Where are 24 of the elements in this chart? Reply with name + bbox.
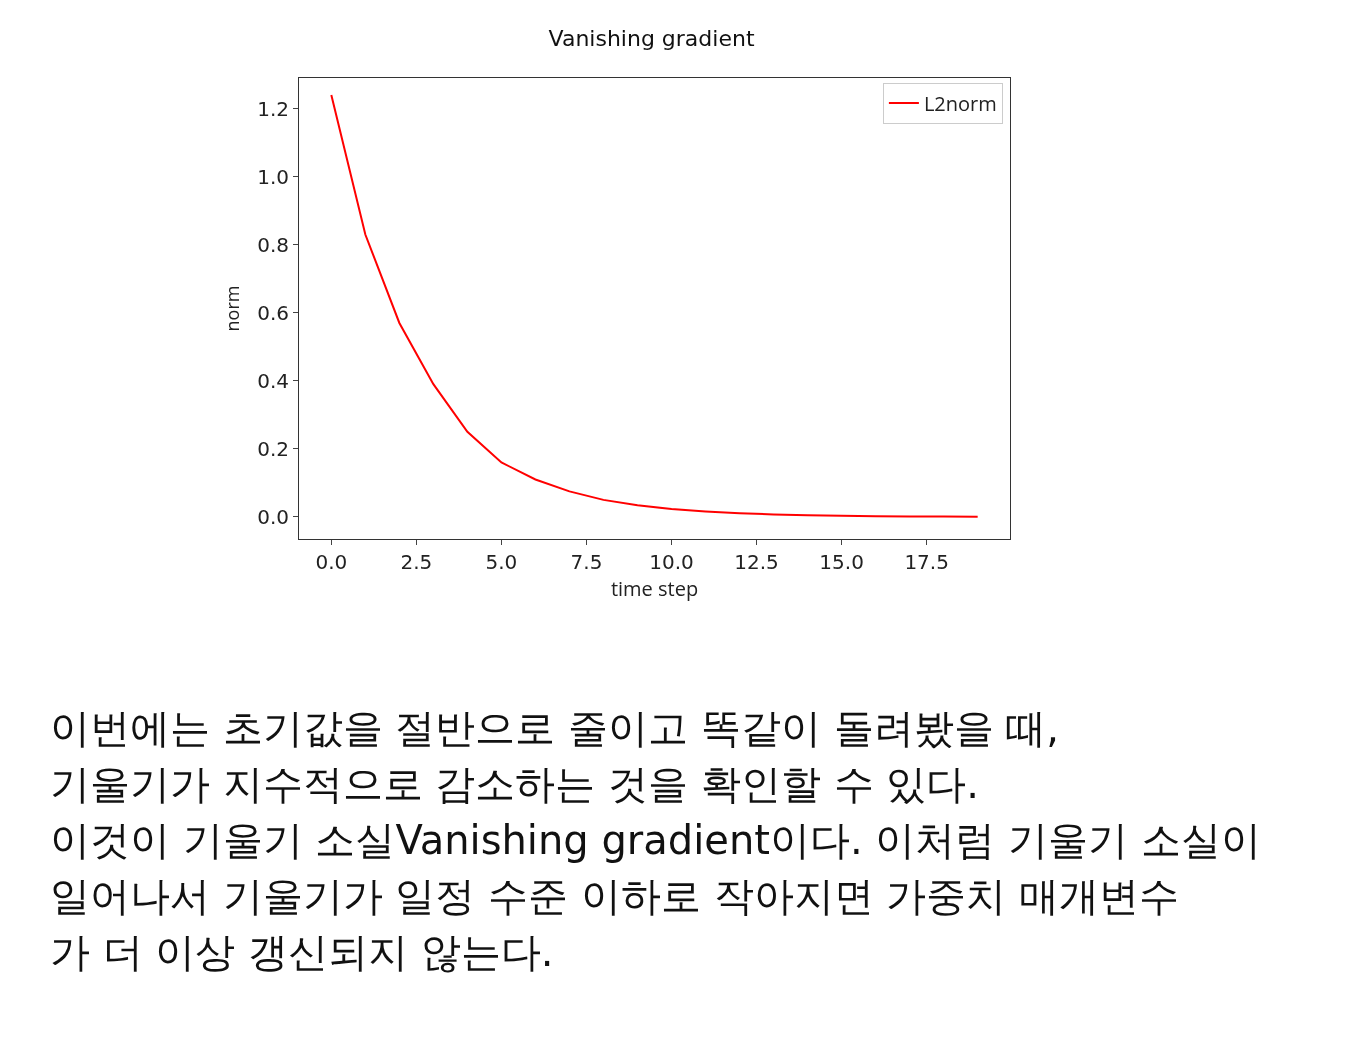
x-tick-label: 5.0: [485, 550, 518, 574]
x-tick-label: 17.5: [904, 550, 949, 574]
y-tick-label: 1.0: [257, 164, 289, 189]
text: 기울기가 지수적으로 감소하는 것을 확인할 수 있다.: [50, 760, 980, 809]
text: 가 더 이상 갱신되지 않는다.: [50, 928, 555, 977]
legend-label: L2norm: [923, 89, 997, 117]
x-tick-label: 0.0: [315, 550, 348, 574]
x-tick-label: 2.5: [400, 550, 433, 574]
y-tick-label: 0.2: [257, 436, 289, 461]
y-axis-title: norm: [220, 285, 245, 332]
y-tick-label: 0.8: [257, 232, 289, 257]
x-axis-title: time step: [610, 574, 699, 602]
y-tick-label: 1.2: [257, 96, 289, 121]
x-tick-label: 10.0: [649, 550, 694, 574]
x-tick-label: 12.5: [734, 550, 779, 574]
y-tick-label: 0.0: [257, 504, 289, 529]
text: 이것이 기울기 소실Vanishing gradient이다. 이처럼 기울기 소실이: [50, 816, 1261, 865]
y-tick-label: 0.6: [257, 300, 289, 325]
text: 일어나서 기울기가 일정 수준 이하로 작아지면 가중치 매개변수: [50, 872, 1180, 921]
x-tick-label: 15.0: [819, 550, 864, 574]
chart-title: Vanishing gradient: [548, 26, 755, 52]
text: 이번에는 초기값을 절반으로 줄이고 똑같이 돌려봤을 때,: [50, 704, 1060, 753]
y-tick-label: 0.4: [257, 368, 289, 393]
x-tick-label: 7.5: [570, 550, 603, 574]
